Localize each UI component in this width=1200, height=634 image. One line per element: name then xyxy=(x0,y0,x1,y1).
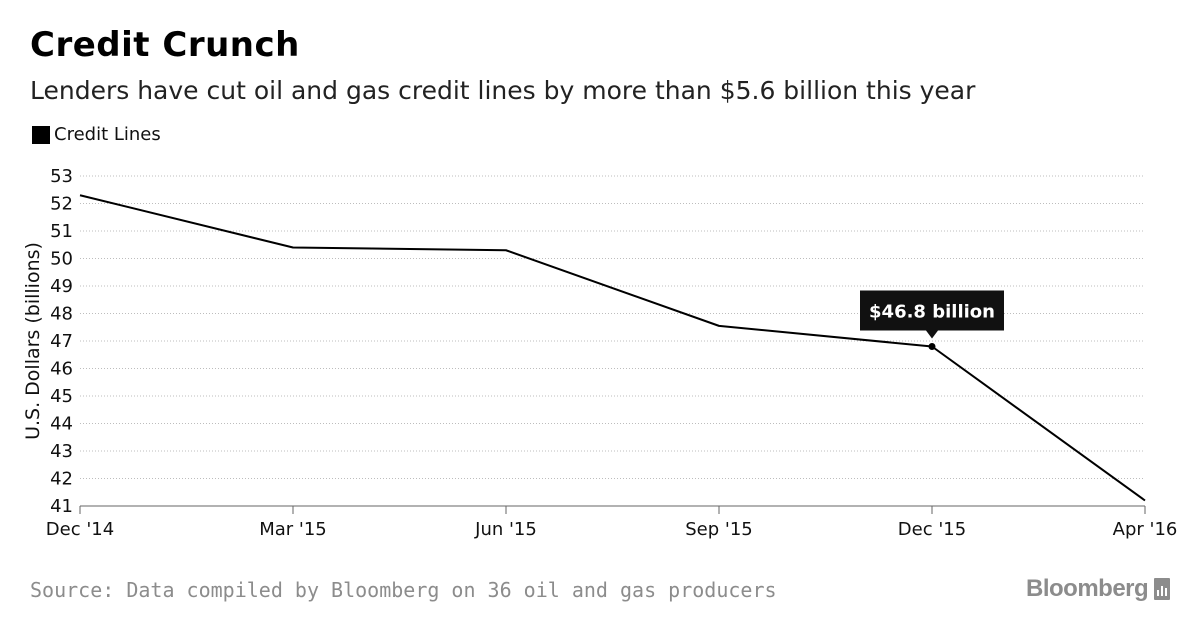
y-tick-label: 48 xyxy=(50,304,73,325)
series-line-credit-lines xyxy=(79,194,1146,502)
logo-text: Bloomberg xyxy=(1026,575,1149,602)
y-tick-label: 43 xyxy=(50,441,73,462)
y-tick-label: 46 xyxy=(50,359,73,380)
y-tick-label: 52 xyxy=(50,194,73,215)
callout-pointer xyxy=(926,330,938,339)
y-tick-label: 45 xyxy=(50,386,73,407)
y-tick-label: 49 xyxy=(50,276,73,297)
x-tick-label: Sep '15 xyxy=(685,519,753,540)
legend-label: Credit Lines xyxy=(54,124,161,145)
chart-subtitle: Lenders have cut oil and gas credit line… xyxy=(30,76,976,105)
y-tick-label: 51 xyxy=(50,221,73,242)
legend-swatch xyxy=(32,125,50,144)
chart-title: Credit Crunch xyxy=(30,25,300,65)
y-tick-label: 42 xyxy=(50,469,73,490)
x-tick-label: Mar '15 xyxy=(259,519,327,540)
callout-box xyxy=(860,290,1004,331)
legend: Credit Lines xyxy=(32,124,161,145)
y-tick-label: 41 xyxy=(50,496,73,517)
y-axis-label: U.S. Dollars (billions) xyxy=(22,242,44,440)
y-tick-label: 47 xyxy=(50,331,73,352)
x-tick-label: Dec '15 xyxy=(898,519,966,540)
x-tick-label: Dec '14 xyxy=(46,519,114,540)
y-tick-label: 50 xyxy=(50,249,73,270)
x-tick-label: Apr '16 xyxy=(1113,519,1178,540)
callout-label: $46.8 billion xyxy=(869,302,995,323)
annotated-point xyxy=(928,343,936,350)
y-tick-label: 44 xyxy=(50,414,73,435)
bloomberg-logo: Bloomberg xyxy=(1026,575,1171,603)
y-tick-label: 53 xyxy=(50,166,73,187)
x-tick-label: Jun '15 xyxy=(474,519,537,540)
bloomberg-terminal-icon xyxy=(1154,578,1171,600)
source-note: Source: Data compiled by Bloomberg on 36… xyxy=(30,578,777,602)
